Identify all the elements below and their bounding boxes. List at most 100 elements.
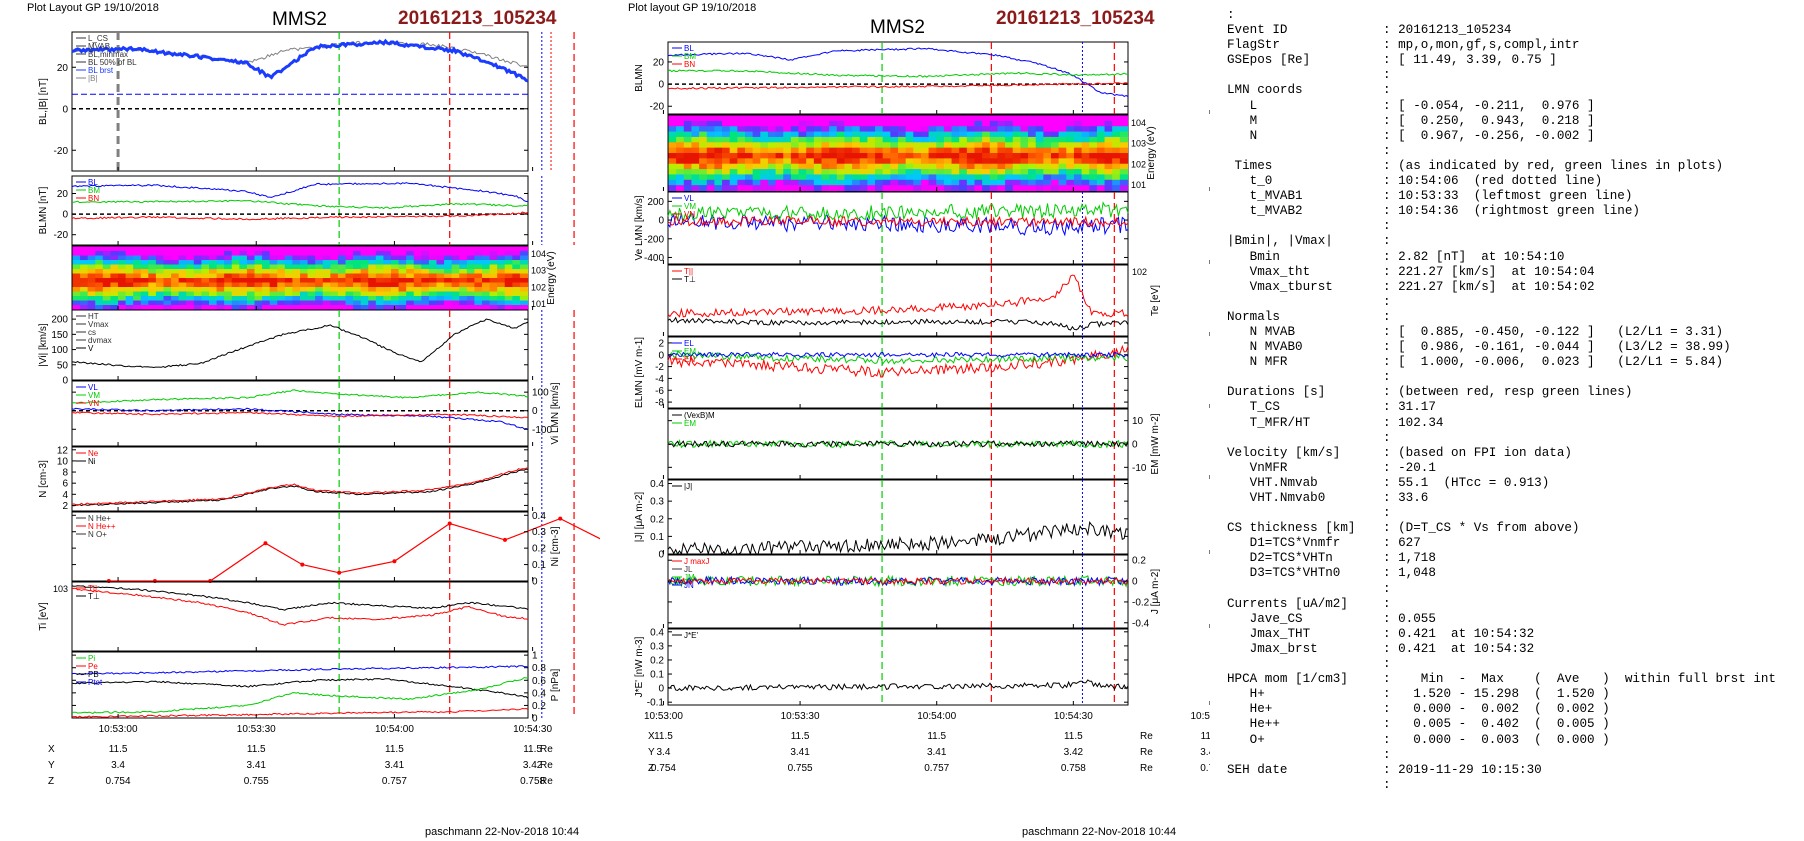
legend-label: N O+ bbox=[88, 530, 107, 539]
spectrogram-cell bbox=[178, 246, 187, 252]
summary-row: HPCA mom [1/cm3]: Min - Max ( Ave ) with… bbox=[1227, 672, 1797, 687]
spectrogram-cell bbox=[989, 179, 999, 186]
spectrogram-cell bbox=[102, 273, 112, 279]
spectrogram-cell bbox=[844, 126, 853, 133]
spectrogram-cell bbox=[676, 153, 685, 159]
spectrogram-cell bbox=[966, 179, 976, 186]
spectrogram-cell bbox=[706, 120, 715, 127]
spectrogram-cell bbox=[353, 291, 362, 297]
spectrogram-cell bbox=[444, 260, 453, 266]
summary-row: T_CS: 31.17 bbox=[1227, 400, 1797, 415]
spectrogram-cell bbox=[224, 251, 233, 257]
spectrogram-cell bbox=[1012, 136, 1021, 143]
spectrogram-cell bbox=[72, 305, 81, 311]
spectrogram-cell bbox=[368, 296, 377, 302]
spectrogram-cell bbox=[413, 255, 422, 261]
spectrogram-cell bbox=[368, 278, 377, 284]
summary-value: : 221.27 [km/s] at 10:54:04 bbox=[1383, 264, 1595, 279]
spectrogram-cell bbox=[209, 255, 218, 261]
spectrogram-cell bbox=[1028, 120, 1037, 127]
spectrogram-cell bbox=[951, 136, 960, 143]
summary-row: D1=TCS*Vnmfr: 627 bbox=[1227, 536, 1797, 551]
legend-label: dvmax bbox=[88, 336, 112, 345]
spectrogram-cell bbox=[890, 163, 899, 170]
spectrogram-cell bbox=[269, 296, 278, 302]
spectrogram-cell bbox=[951, 158, 960, 165]
spectrogram-cell bbox=[95, 260, 104, 266]
spectrogram-cell bbox=[913, 115, 922, 122]
spectrogram-cell bbox=[519, 260, 529, 266]
axis-tick-label: 0.4 bbox=[650, 479, 664, 490]
spectrogram-cell bbox=[391, 264, 400, 270]
spectrogram-cell bbox=[1020, 136, 1029, 143]
spectrogram-cell bbox=[110, 300, 119, 306]
spectrogram-cell bbox=[519, 287, 529, 293]
spectrogram-cell bbox=[1096, 126, 1106, 133]
spectrogram-cell bbox=[391, 296, 400, 302]
spectrogram-cell bbox=[383, 246, 392, 252]
axis-label: EM [mW m-2] bbox=[1150, 413, 1161, 474]
spectrogram-cell bbox=[966, 142, 976, 149]
spectrogram-cell bbox=[943, 142, 953, 149]
spectrogram-cell bbox=[668, 126, 677, 133]
spectrogram-cell bbox=[171, 251, 180, 257]
axis-tick-label: 101 bbox=[531, 299, 546, 309]
spectrogram-cell bbox=[898, 179, 907, 186]
spectrogram-cell bbox=[186, 278, 195, 284]
summary-key: t_MVAB2 bbox=[1227, 204, 1303, 219]
spectrogram-cell bbox=[95, 291, 104, 297]
spectrogram-cell bbox=[875, 142, 884, 149]
spectrogram-cell bbox=[836, 158, 846, 165]
summary-value: : 55.1 (HTcc = 0.913) bbox=[1383, 475, 1550, 490]
spectrogram-cell bbox=[489, 296, 498, 302]
spectrogram-cell bbox=[1096, 185, 1106, 192]
spectrogram-cell bbox=[760, 126, 769, 133]
spectrogram-cell bbox=[224, 264, 233, 270]
summary-key: O+ bbox=[1227, 732, 1265, 747]
spectrogram-cell bbox=[216, 264, 225, 270]
spectrogram-cell bbox=[1089, 185, 1098, 192]
spectrogram-cell bbox=[806, 169, 815, 176]
summary-row: Normals: bbox=[1227, 310, 1797, 325]
spectrogram-cell bbox=[943, 185, 953, 192]
spectrogram-cell bbox=[699, 120, 708, 127]
spectrogram-cell bbox=[512, 264, 521, 270]
axis-tick-label: 0 bbox=[658, 350, 664, 361]
spectrogram-cell bbox=[451, 305, 460, 311]
series-line bbox=[71, 665, 529, 676]
ephemeris-value: 11.5 bbox=[654, 731, 673, 742]
spectrogram-cell bbox=[186, 273, 195, 279]
spectrogram-cell bbox=[201, 273, 210, 279]
event-summary-table: : Event ID: 20161213_105234 FlagStr: mp,o,… bbox=[1227, 8, 1797, 792]
ephemeris-unit: Re bbox=[540, 776, 553, 787]
legend-label: T⊥ bbox=[684, 275, 696, 284]
spectrogram-cell bbox=[148, 291, 157, 297]
time-tick-label: 10:53:00 bbox=[644, 711, 683, 722]
spectrogram-cell bbox=[246, 246, 256, 252]
spectrogram-cell bbox=[699, 115, 708, 122]
spectrogram-cell bbox=[193, 291, 203, 297]
spectrogram-cell bbox=[668, 147, 677, 154]
spectrogram-cell bbox=[178, 273, 187, 279]
spectrogram-cell bbox=[72, 251, 81, 257]
summary-key: He+ bbox=[1227, 702, 1273, 717]
spectrogram-cell bbox=[767, 153, 777, 159]
spectrogram-cell bbox=[155, 282, 165, 288]
spectrogram-cell bbox=[497, 269, 506, 275]
summary-key: VHT.Nmvab0 bbox=[1227, 491, 1326, 505]
spectrogram-cell bbox=[171, 287, 180, 293]
spectrogram-cell bbox=[1104, 179, 1113, 186]
spectrogram-cell bbox=[1020, 147, 1029, 154]
summary-row: L: [ -0.054, -0.211, 0.976 ] bbox=[1227, 99, 1797, 114]
spectrogram-cell bbox=[882, 163, 891, 170]
spectrogram-cell bbox=[790, 163, 800, 170]
spectrogram-cell bbox=[239, 264, 248, 270]
spectrogram-cell bbox=[337, 291, 347, 297]
summary-value: : (as indicated by red, green lines in p… bbox=[1383, 158, 1724, 173]
spectrogram-cell bbox=[224, 305, 233, 311]
spectrogram-cell bbox=[87, 305, 96, 311]
spectrogram-cell bbox=[737, 115, 746, 122]
spectrogram-cell bbox=[474, 296, 483, 302]
summary-row: Durations [s]: (between red, resp green … bbox=[1227, 385, 1797, 400]
